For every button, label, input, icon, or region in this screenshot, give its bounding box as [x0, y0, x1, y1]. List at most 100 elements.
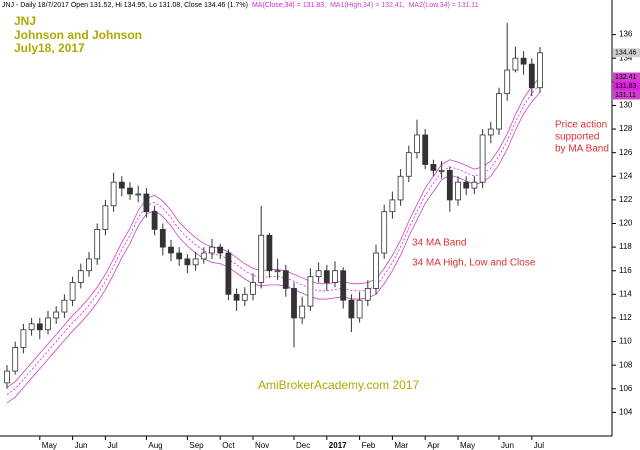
legend-entry: MA(Close,34) = 131.83, [252, 2, 326, 9]
x-tick-label: Feb [362, 441, 376, 450]
x-tick-label: Mar [394, 441, 408, 450]
header: JNJ - Daily 18/7/2017 Open 131.52, Hi 13… [2, 2, 479, 9]
candle-body [307, 276, 314, 307]
title: Johnson and Johnson [14, 28, 142, 42]
x-tick-label: May [460, 441, 475, 450]
candle-body [135, 193, 142, 196]
legend-entry: MA2(Low,34) = 131.11 [409, 2, 479, 9]
x-tick-label: Jul [107, 441, 117, 450]
candle-body [291, 288, 297, 319]
y-tick-label: 118 [619, 242, 632, 251]
annotation: supported [555, 132, 599, 143]
x-tick-label: Aug [148, 441, 162, 450]
candle-body [28, 323, 35, 331]
candle-body [118, 181, 125, 189]
candle-body [266, 234, 273, 272]
candle-body [61, 299, 68, 313]
candle-body [94, 229, 101, 260]
candle-body [323, 270, 330, 283]
x-tick-label: Jun [501, 441, 514, 450]
y-tick-label: 106 [619, 384, 633, 393]
price-box [613, 48, 640, 58]
candle-body [438, 169, 445, 172]
candle-body [430, 164, 437, 171]
candle-body [340, 270, 347, 301]
candle-body [102, 205, 109, 230]
price-box [613, 81, 640, 91]
price-label: 132.41 [615, 74, 637, 81]
y-tick-label: 134 [619, 53, 633, 62]
candle-body [389, 199, 396, 213]
candle-body [225, 252, 232, 295]
title: July18, 2017 [14, 41, 85, 55]
candle-body [69, 282, 76, 301]
price-box [613, 72, 640, 82]
price-label: 131.11 [615, 92, 636, 99]
candle-body [356, 299, 363, 319]
x-tick-label: Nov [255, 441, 269, 450]
candle-body [110, 181, 117, 207]
candle-body [20, 329, 27, 348]
candle-body [479, 134, 486, 183]
y-tick-label: 120 [619, 219, 633, 228]
candle-body [77, 270, 84, 283]
candle-body [504, 69, 511, 95]
legend-entry: MA1(High,34) = 132.41, [330, 2, 405, 9]
x-tick-label: May [42, 441, 57, 450]
candle-body [176, 252, 183, 260]
ma-line [6, 76, 541, 388]
annotation: Price action [555, 120, 607, 131]
candle-body [45, 317, 51, 331]
ma-line [6, 83, 541, 396]
y-tick-label: 116 [619, 266, 632, 275]
candle-body [233, 293, 240, 301]
candle-body [258, 234, 265, 283]
y-tick-label: 124 [619, 171, 633, 180]
y-tick-label: 128 [619, 124, 633, 133]
candle-body [463, 181, 470, 189]
x-tick-label: Jul [534, 441, 544, 450]
x-tick-label: Apr [427, 441, 440, 450]
header-info: JNJ - Daily 18/7/2017 Open 131.52, Hi 13… [2, 2, 248, 9]
candle-body [86, 258, 92, 272]
candle-body [364, 288, 371, 301]
x-tick-label: 2017 [329, 441, 347, 450]
candle-body [274, 270, 281, 273]
candle-body [200, 252, 207, 260]
candle-body [159, 229, 166, 248]
y-tick-label: 122 [619, 195, 633, 204]
candle-body [405, 152, 412, 177]
candle-body [241, 293, 248, 301]
candle-body [299, 305, 306, 319]
candle-body [512, 57, 519, 71]
candle-body [12, 347, 19, 372]
candle-body [496, 93, 502, 130]
y-tick-label: 136 [619, 30, 633, 39]
price-label: 131.83 [615, 83, 637, 90]
candle-body [209, 246, 215, 254]
candle-body [250, 282, 256, 295]
title: JNJ [14, 14, 36, 28]
candle-body [446, 169, 453, 201]
x-tick-label: Sep [189, 441, 204, 450]
candle-body [217, 246, 224, 254]
candle-body [168, 246, 174, 254]
candle-body [471, 181, 478, 189]
candle-body [381, 211, 388, 254]
candle-body [192, 258, 199, 266]
candle-body [127, 187, 133, 195]
y-tick-label: 108 [619, 360, 633, 369]
candle-body [397, 175, 404, 201]
candle-body [455, 181, 461, 201]
candle-body [487, 128, 494, 136]
candle-body [315, 270, 322, 278]
annotation: 34 MA High, Low and Close [412, 258, 536, 269]
candle-body [414, 134, 420, 154]
candle-body [520, 57, 527, 65]
candle-body [282, 270, 289, 289]
candle-body [151, 211, 158, 230]
candle-body [4, 370, 10, 384]
y-tick-label: 104 [619, 407, 633, 416]
candle-body [348, 299, 355, 319]
